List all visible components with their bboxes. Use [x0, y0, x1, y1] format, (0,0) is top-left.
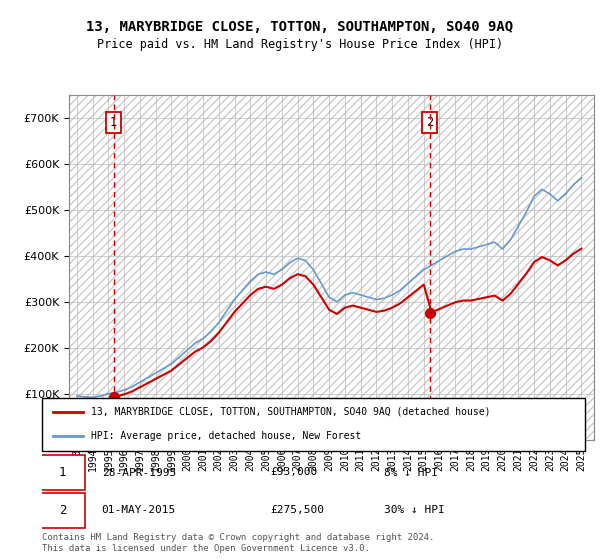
- Text: 30% ↓ HPI: 30% ↓ HPI: [384, 505, 445, 515]
- Text: Contains HM Land Registry data © Crown copyright and database right 2024.
This d: Contains HM Land Registry data © Crown c…: [42, 533, 434, 553]
- Text: 13, MARYBRIDGE CLOSE, TOTTON, SOUTHAMPTON, SO40 9AQ: 13, MARYBRIDGE CLOSE, TOTTON, SOUTHAMPTO…: [86, 20, 514, 34]
- FancyBboxPatch shape: [39, 493, 85, 528]
- Text: £275,500: £275,500: [270, 505, 324, 515]
- Text: 1: 1: [59, 466, 67, 479]
- Text: 1: 1: [110, 116, 117, 129]
- Text: 28-APR-1995: 28-APR-1995: [102, 468, 176, 478]
- Text: 13, MARYBRIDGE CLOSE, TOTTON, SOUTHAMPTON, SO40 9AQ (detached house): 13, MARYBRIDGE CLOSE, TOTTON, SOUTHAMPTO…: [91, 407, 490, 417]
- Text: 2: 2: [59, 504, 67, 517]
- Text: 01-MAY-2015: 01-MAY-2015: [102, 505, 176, 515]
- Text: 2: 2: [426, 116, 433, 129]
- FancyBboxPatch shape: [39, 455, 85, 490]
- FancyBboxPatch shape: [42, 398, 585, 451]
- Text: Price paid vs. HM Land Registry's House Price Index (HPI): Price paid vs. HM Land Registry's House …: [97, 38, 503, 51]
- Text: 8% ↓ HPI: 8% ↓ HPI: [384, 468, 438, 478]
- Text: HPI: Average price, detached house, New Forest: HPI: Average price, detached house, New …: [91, 431, 361, 441]
- Text: £93,000: £93,000: [270, 468, 317, 478]
